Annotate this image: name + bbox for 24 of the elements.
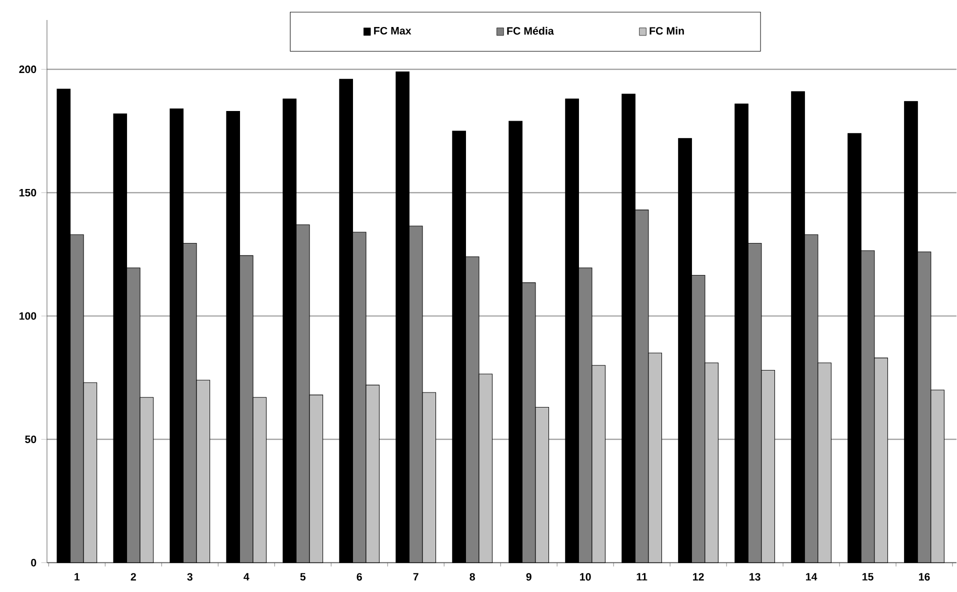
x-tick-label: 16 xyxy=(919,573,930,581)
y-tick-label: 100 xyxy=(19,312,36,320)
legend-label: FC Max xyxy=(374,27,412,35)
x-tick-label: 4 xyxy=(244,573,250,581)
y-tick-label: 150 xyxy=(19,189,36,197)
y-tick-label: 0 xyxy=(31,559,36,567)
x-tick-label: 14 xyxy=(806,573,818,581)
x-tick-label: 10 xyxy=(580,573,591,581)
x-tick-label: 1 xyxy=(74,573,80,581)
x-tick-label: 3 xyxy=(187,573,192,581)
legend-label: FC Min xyxy=(650,26,684,35)
x-tick-label: 2 xyxy=(130,573,136,581)
legend-label: FC Média xyxy=(507,26,554,35)
y-tick-label: 200 xyxy=(19,66,36,74)
x-tick-label: 6 xyxy=(356,573,362,581)
x-tick-label: 15 xyxy=(862,573,874,581)
y-tick-label: 50 xyxy=(25,436,36,444)
x-tick-label: 8 xyxy=(470,573,475,581)
x-tick-label: 9 xyxy=(526,573,532,581)
x-tick-label: 12 xyxy=(693,573,704,581)
x-tick-label: 5 xyxy=(300,573,306,581)
x-tick-label: 7 xyxy=(413,573,418,581)
x-tick-label: 11 xyxy=(636,573,648,581)
x-tick-label: 13 xyxy=(750,573,760,581)
